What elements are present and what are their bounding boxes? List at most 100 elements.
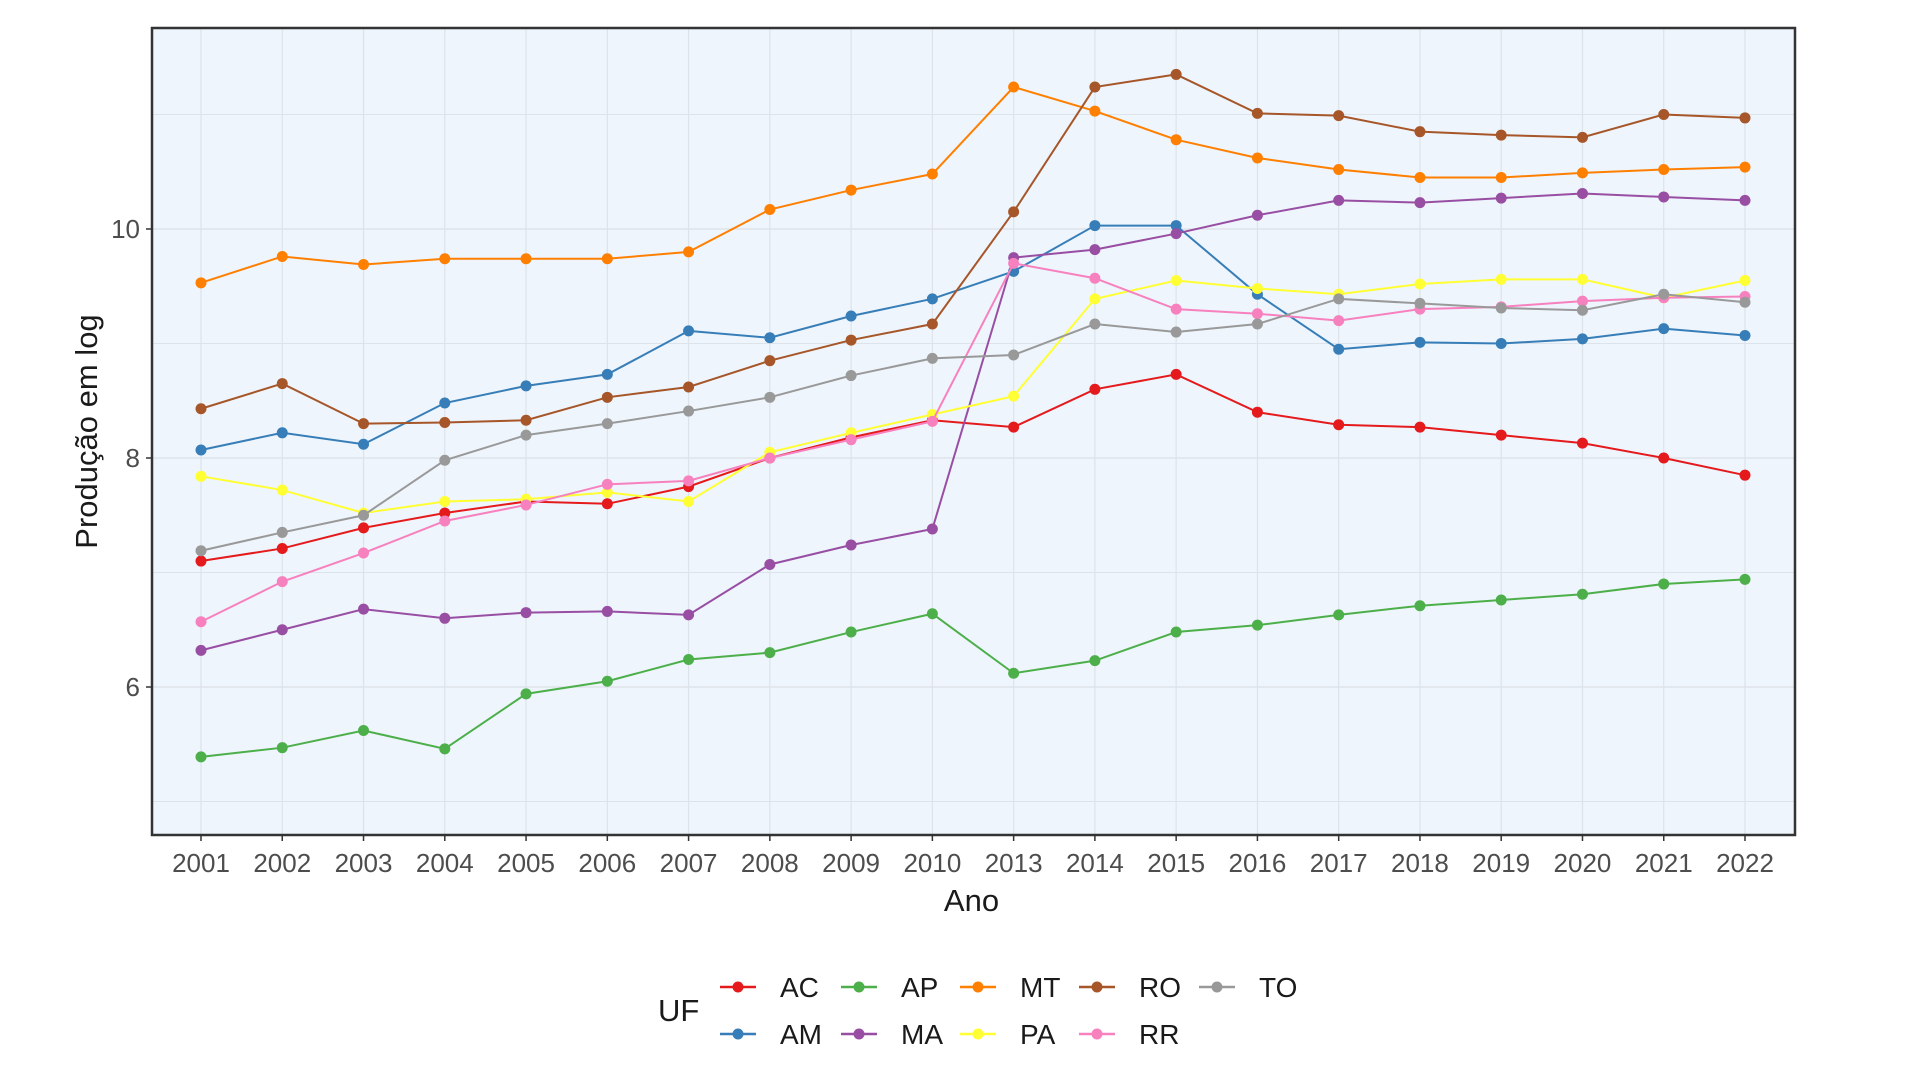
data-point (764, 391, 776, 403)
data-point (1495, 302, 1507, 314)
data-point (1251, 107, 1263, 119)
data-point (1739, 329, 1751, 341)
legend-item-ac: AC (720, 972, 819, 1003)
data-point (1089, 105, 1101, 117)
data-point (1008, 421, 1020, 433)
data-point (683, 609, 695, 621)
data-point (358, 438, 370, 450)
legend-label: AM (780, 1019, 822, 1050)
data-point (1414, 421, 1426, 433)
plot-panel (152, 28, 1795, 835)
data-point (601, 368, 613, 380)
legend-label: MA (901, 1019, 943, 1050)
data-point (1414, 336, 1426, 348)
data-point (358, 258, 370, 270)
data-point (1414, 197, 1426, 209)
series-ma (195, 188, 1751, 656)
data-point (276, 250, 288, 262)
data-point (1576, 167, 1588, 179)
data-point (520, 499, 532, 511)
x-tick-label: 2004 (416, 848, 474, 878)
series-line (200, 293, 1746, 552)
data-point (1170, 134, 1182, 146)
data-point (1495, 594, 1507, 606)
data-point (1089, 272, 1101, 284)
legend-item-am: AM (720, 1019, 822, 1050)
series-ap (195, 573, 1751, 763)
data-point (764, 332, 776, 344)
data-point (1658, 163, 1670, 175)
data-point (1739, 296, 1751, 308)
data-point (195, 470, 207, 482)
data-point (683, 654, 695, 666)
data-point (1658, 191, 1670, 203)
data-point (439, 253, 451, 265)
data-point (276, 542, 288, 554)
series-am (195, 220, 1751, 456)
data-point (358, 547, 370, 559)
data-point (439, 743, 451, 755)
x-tick-label: 2019 (1472, 848, 1530, 878)
x-tick-label: 2008 (741, 848, 799, 878)
data-point (276, 427, 288, 439)
data-point (195, 444, 207, 456)
data-point (1333, 419, 1345, 431)
data-point (1495, 192, 1507, 204)
x-tick-label: 2007 (660, 848, 718, 878)
legend-key-point (972, 1028, 984, 1040)
data-point (1089, 383, 1101, 395)
data-point (1576, 273, 1588, 285)
data-point (1170, 626, 1182, 638)
data-point (358, 509, 370, 521)
data-point (195, 403, 207, 415)
data-point (926, 352, 938, 364)
data-point (520, 429, 532, 441)
legend-key-point (1091, 1028, 1103, 1040)
data-point (1170, 368, 1182, 380)
data-point (1251, 308, 1263, 320)
data-point (1576, 304, 1588, 316)
data-point (520, 607, 532, 619)
y-axis-ticks: 6 8 10 (111, 214, 152, 702)
legend-label: RR (1139, 1019, 1179, 1050)
data-point (926, 523, 938, 535)
data-point (1739, 275, 1751, 287)
data-point (683, 246, 695, 258)
legend-item-pa: PA (960, 1019, 1056, 1050)
x-tick-label: 2009 (822, 848, 880, 878)
data-point (1739, 573, 1751, 585)
data-point (358, 725, 370, 737)
legend-key-point (853, 981, 865, 993)
data-point (1414, 278, 1426, 290)
data-point (926, 608, 938, 620)
data-point (358, 522, 370, 534)
data-point (1495, 171, 1507, 183)
data-point (601, 605, 613, 617)
data-point (1333, 609, 1345, 621)
x-tick-label: 2001 (172, 848, 230, 878)
data-point (439, 507, 451, 519)
data-point (1333, 110, 1345, 122)
data-point (1658, 323, 1670, 335)
data-point (1576, 188, 1588, 200)
data-point (601, 675, 613, 687)
legend-item-rr: RR (1079, 1019, 1179, 1050)
data-point (764, 355, 776, 367)
x-tick-label: 2010 (903, 848, 961, 878)
legend-item-mt: MT (960, 972, 1060, 1003)
data-point (1739, 469, 1751, 481)
data-point (1089, 655, 1101, 667)
data-point (683, 405, 695, 417)
data-point (1658, 288, 1670, 300)
legend-item-ap: AP (841, 972, 938, 1003)
data-point (439, 612, 451, 624)
x-tick-label: 2006 (578, 848, 636, 878)
legend-label: MT (1020, 972, 1060, 1003)
data-point (601, 478, 613, 490)
data-point (683, 381, 695, 393)
data-point (845, 626, 857, 638)
data-point (1170, 68, 1182, 80)
data-point (1658, 578, 1670, 590)
data-point (1089, 293, 1101, 305)
